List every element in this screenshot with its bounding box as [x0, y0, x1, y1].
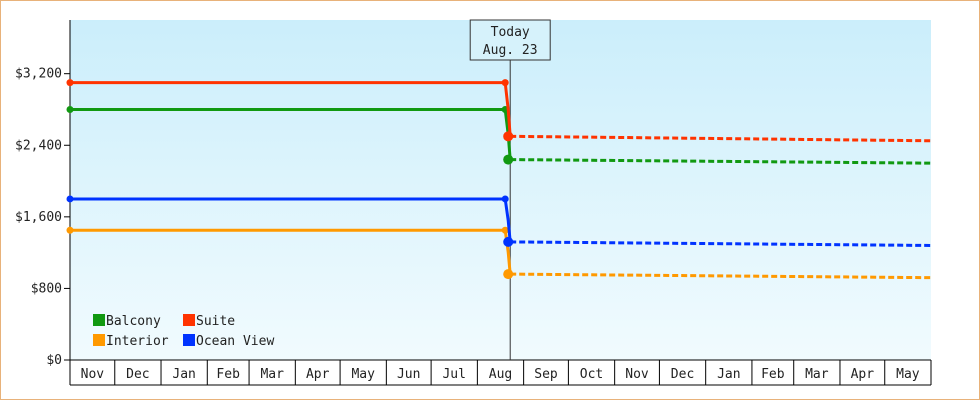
series-line-drop [503, 82, 512, 137]
x-tick-label: Nov [81, 367, 105, 382]
plot-background [70, 20, 931, 360]
data-point [501, 226, 509, 234]
x-tick-label: Jan [172, 367, 195, 382]
y-tick-label: $2,400 [15, 138, 62, 153]
x-tick-label: Aug [489, 367, 512, 382]
today-label: Today [491, 25, 530, 40]
y-tick-label: $1,600 [15, 210, 62, 225]
x-tick-label: Dec [126, 367, 149, 382]
legend-swatch [183, 334, 195, 346]
data-point [66, 226, 74, 234]
series-line-drop [503, 198, 512, 243]
series-line-forecast [510, 240, 932, 247]
y-tick-label: $3,200 [15, 67, 62, 82]
x-tick-label: Mar [260, 367, 284, 382]
today-box [469, 19, 551, 61]
legend-label: Suite [196, 314, 235, 329]
today-date-label: Aug. 23 [483, 43, 538, 58]
data-point [66, 79, 74, 87]
x-tick-label: Apr [306, 367, 330, 382]
x-tick-label: Jan [717, 367, 740, 382]
data-point [503, 131, 514, 142]
x-tick-label: Jun [397, 367, 420, 382]
data-point [503, 269, 514, 280]
x-tick-label: Jul [442, 367, 465, 382]
series-line-forecast [510, 272, 932, 280]
x-tick-label: Feb [761, 367, 785, 382]
series-line-forecast [510, 134, 932, 143]
series-line-forecast [510, 158, 932, 165]
x-tick-label: Nov [625, 367, 649, 382]
data-point [501, 79, 509, 87]
data-point [66, 105, 74, 113]
legend-swatch [93, 334, 105, 346]
x-tick-label: May [896, 367, 920, 382]
legend-swatch [93, 314, 105, 326]
x-tick-label: May [351, 367, 375, 382]
legend-label: Balcony [106, 314, 161, 329]
data-point [503, 154, 514, 165]
y-tick-label: $800 [31, 281, 62, 296]
y-tick-label: $0 [46, 353, 62, 368]
x-tick-label: Apr [851, 367, 875, 382]
legend-swatch [183, 314, 195, 326]
data-point [503, 236, 514, 247]
x-tick-label: Mar [805, 367, 829, 382]
data-point [66, 195, 74, 203]
data-point [501, 195, 509, 203]
x-tick-label: Feb [216, 367, 240, 382]
legend-label: Ocean View [196, 334, 274, 349]
x-tick-label: Dec [671, 367, 694, 382]
legend-label: Interior [106, 334, 169, 349]
x-tick-label: Oct [580, 367, 603, 382]
x-tick-label: Sep [534, 367, 558, 382]
